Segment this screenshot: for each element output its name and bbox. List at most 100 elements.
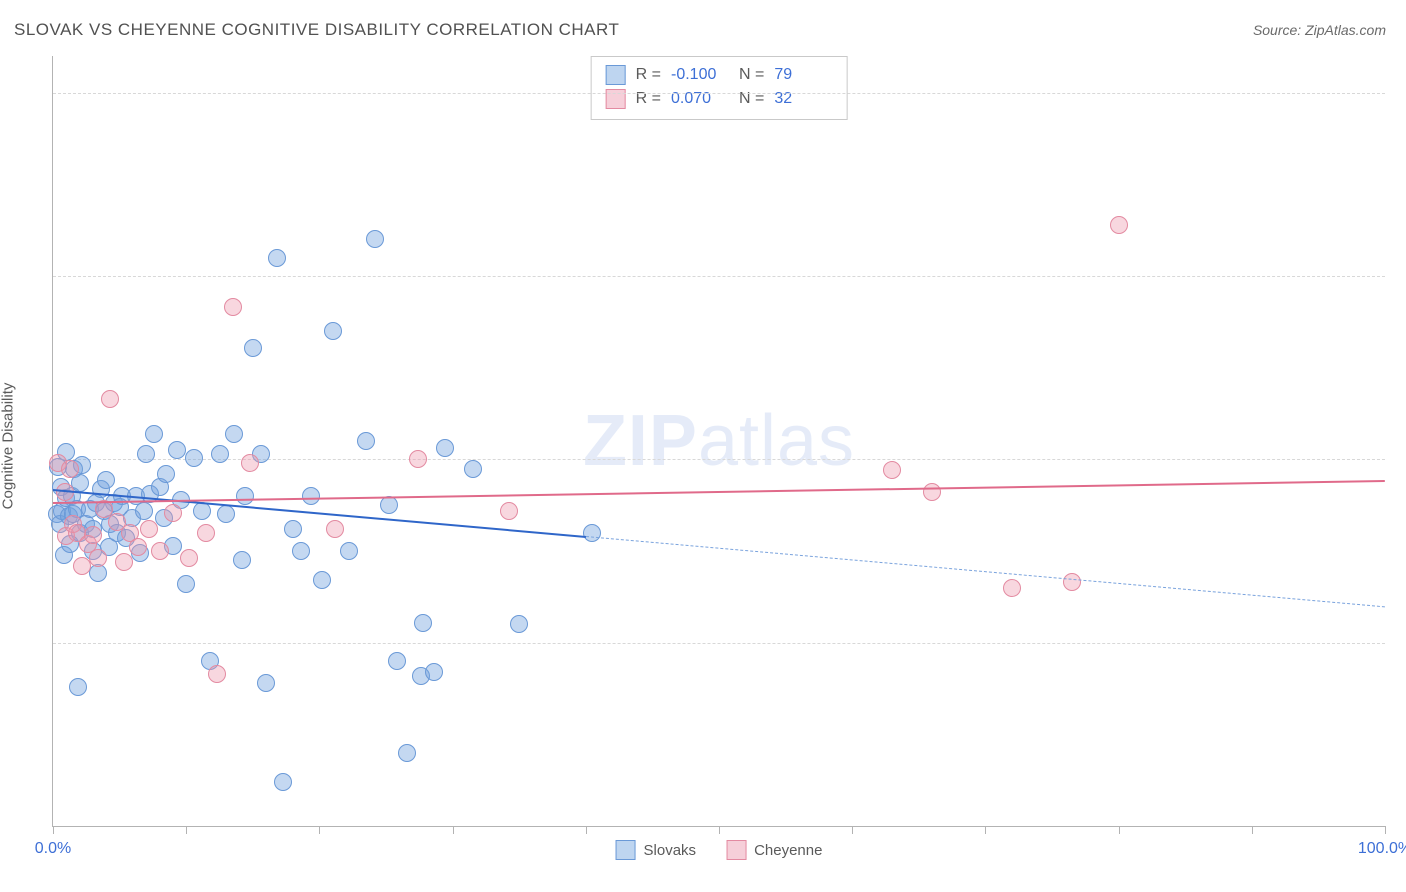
x-tick: [1119, 826, 1120, 834]
stat-legend-row: R =0.070N =32: [606, 87, 833, 111]
y-tick-label: 30.0%: [1395, 267, 1406, 285]
source-credit: Source: ZipAtlas.com: [1253, 22, 1386, 38]
scatter-point: [510, 615, 528, 633]
legend-swatch: [606, 65, 626, 85]
scatter-point: [208, 665, 226, 683]
scatter-point: [217, 505, 235, 523]
scatter-point: [268, 249, 286, 267]
scatter-point: [257, 674, 275, 692]
x-tick: [1385, 826, 1386, 834]
series-name: Slovaks: [644, 842, 697, 859]
gridline: [53, 643, 1385, 644]
stat-n-value: 79: [774, 66, 832, 84]
y-tick-label: 20.0%: [1395, 450, 1406, 468]
scatter-point: [1003, 579, 1021, 597]
scatter-point: [398, 744, 416, 762]
scatter-point: [436, 439, 454, 457]
stat-r-value: -0.100: [671, 66, 729, 84]
scatter-point: [140, 520, 158, 538]
stat-legend-row: R = -0.100 N = 79: [606, 63, 833, 87]
scatter-point: [425, 663, 443, 681]
scatter-point: [583, 524, 601, 542]
watermark-light: atlas: [698, 401, 855, 481]
trend-line: [586, 536, 1385, 607]
scatter-point: [97, 471, 115, 489]
stat-n-label: N =: [739, 66, 764, 84]
scatter-point: [185, 449, 203, 467]
scatter-point: [225, 425, 243, 443]
scatter-point: [145, 425, 163, 443]
scatter-point: [157, 465, 175, 483]
scatter-point: [101, 390, 119, 408]
x-tick: [453, 826, 454, 834]
scatter-point: [244, 339, 262, 357]
scatter-point: [1110, 216, 1128, 234]
watermark-bold: ZIP: [583, 401, 698, 481]
scatter-point: [151, 542, 169, 560]
scatter-point: [137, 445, 155, 463]
scatter-point: [115, 553, 133, 571]
scatter-point: [1063, 573, 1081, 591]
y-tick-label: 10.0%: [1395, 634, 1406, 652]
y-tick-label: 40.0%: [1395, 84, 1406, 102]
scatter-point: [284, 520, 302, 538]
x-tick: [319, 826, 320, 834]
series-legend-item: Slovaks: [616, 840, 697, 860]
scatter-point: [168, 441, 186, 459]
x-tick-label: 100.0%: [1358, 840, 1406, 858]
scatter-point: [326, 520, 344, 538]
scatter-point: [274, 773, 292, 791]
scatter-point: [464, 460, 482, 478]
scatter-point: [414, 614, 432, 632]
series-name: Cheyenne: [754, 842, 822, 859]
x-tick: [985, 826, 986, 834]
scatter-point: [883, 461, 901, 479]
legend-swatch: [726, 840, 746, 860]
x-tick: [53, 826, 54, 834]
scatter-point: [409, 450, 427, 468]
scatter-point: [923, 483, 941, 501]
scatter-point: [177, 575, 195, 593]
x-tick-label: 0.0%: [35, 840, 71, 858]
series-legend: Slovaks Cheyenne: [616, 840, 823, 860]
scatter-point: [324, 322, 342, 340]
scatter-point: [357, 432, 375, 450]
scatter-point: [129, 538, 147, 556]
scatter-point: [500, 502, 518, 520]
scatter-point: [164, 504, 182, 522]
scatter-point: [224, 298, 242, 316]
x-tick: [186, 826, 187, 834]
scatter-point: [211, 445, 229, 463]
stat-r-label: R =: [636, 66, 661, 84]
x-tick: [1252, 826, 1253, 834]
watermark: ZIPatlas: [583, 400, 855, 482]
scatter-point: [233, 551, 251, 569]
scatter-point: [180, 549, 198, 567]
scatter-point: [340, 542, 358, 560]
y-axis-title: Cognitive Disability: [0, 383, 17, 510]
x-tick: [586, 826, 587, 834]
scatter-point: [380, 496, 398, 514]
scatter-point: [236, 487, 254, 505]
chart-title: SLOVAK VS CHEYENNE COGNITIVE DISABILITY …: [14, 20, 619, 40]
scatter-point: [313, 571, 331, 589]
scatter-point: [197, 524, 215, 542]
x-tick: [852, 826, 853, 834]
series-legend-item: Cheyenne: [726, 840, 822, 860]
scatter-point: [84, 526, 102, 544]
scatter-point: [388, 652, 406, 670]
scatter-point: [302, 487, 320, 505]
scatter-point: [135, 502, 153, 520]
gridline: [53, 93, 1385, 94]
scatter-point: [366, 230, 384, 248]
scatter-point: [241, 454, 259, 472]
scatter-point: [61, 460, 79, 478]
scatter-point: [89, 549, 107, 567]
gridline: [53, 276, 1385, 277]
correlation-stats-legend: R = -0.100 N = 79 R =0.070N =32: [591, 56, 848, 120]
scatter-plot-area: ZIPatlas R =-0.100N =79R =0.070N =32 Slo…: [52, 56, 1385, 827]
scatter-point: [69, 678, 87, 696]
scatter-point: [292, 542, 310, 560]
x-tick: [719, 826, 720, 834]
legend-swatch: [616, 840, 636, 860]
